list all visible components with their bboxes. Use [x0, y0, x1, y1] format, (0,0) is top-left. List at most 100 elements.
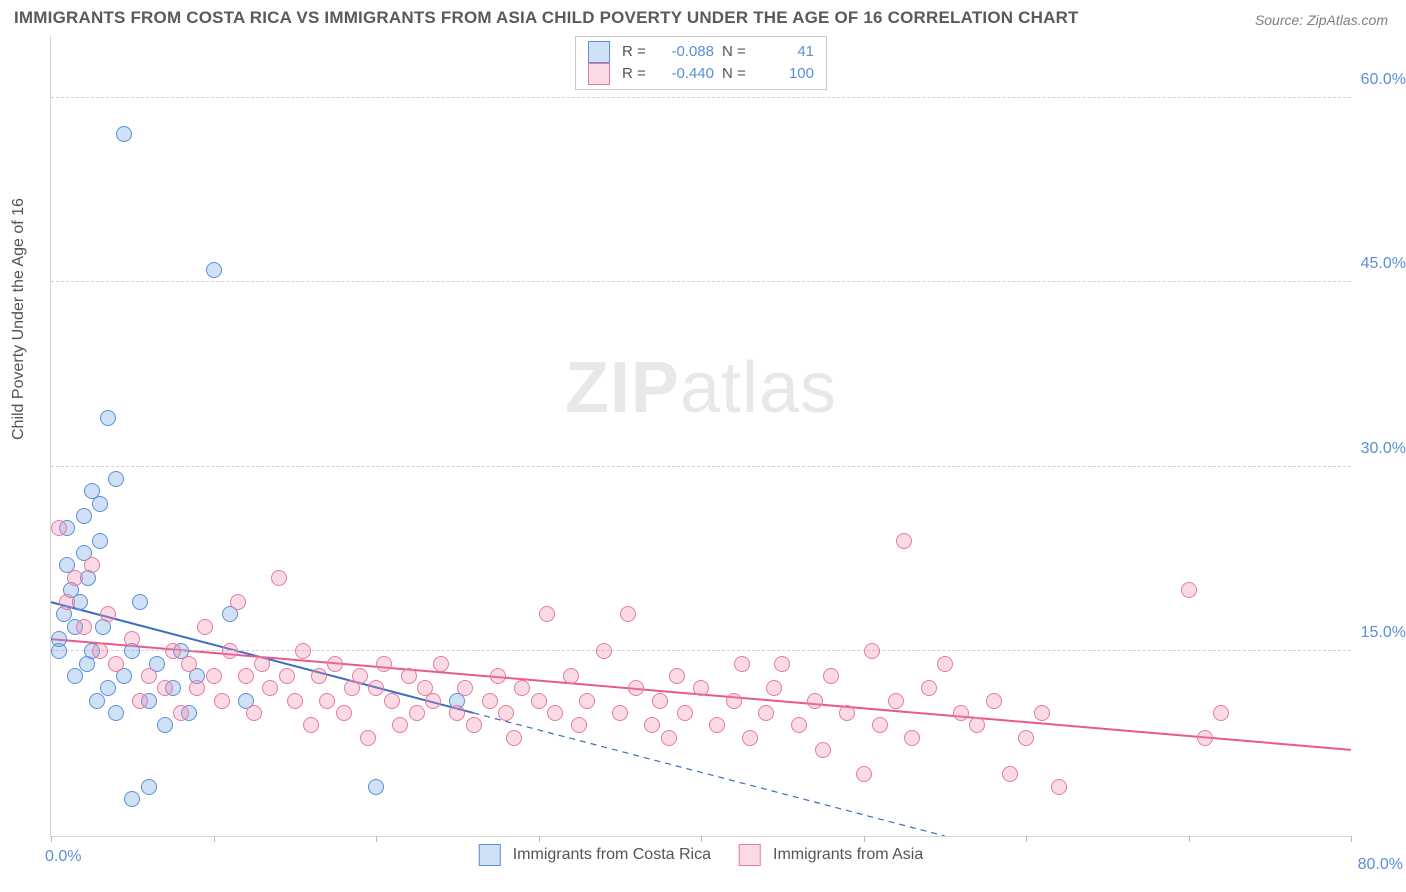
x-min-label: 0.0%: [45, 848, 81, 866]
data-point: [652, 693, 668, 709]
data-point: [89, 693, 105, 709]
data-point: [116, 126, 132, 142]
x-tick: [864, 836, 865, 842]
data-point: [709, 717, 725, 733]
data-point: [230, 594, 246, 610]
x-max-label: 80.0%: [1358, 856, 1403, 874]
correlation-legend: R =-0.088N =41R =-0.440N =100: [575, 36, 827, 90]
data-point: [92, 643, 108, 659]
data-point: [766, 680, 782, 696]
data-point: [539, 606, 555, 622]
data-point: [51, 520, 67, 536]
data-point: [132, 594, 148, 610]
y-tick-label: 60.0%: [1356, 71, 1406, 89]
data-point: [514, 680, 530, 696]
data-point: [726, 693, 742, 709]
series-legend-item: Immigrants from Costa Rica: [479, 844, 711, 866]
data-point: [92, 533, 108, 549]
data-point: [807, 693, 823, 709]
gridline: [51, 650, 1351, 651]
legend-n-value: 41: [754, 41, 814, 63]
data-point: [238, 668, 254, 684]
data-point: [823, 668, 839, 684]
data-point: [953, 705, 969, 721]
data-point: [864, 643, 880, 659]
data-point: [969, 717, 985, 733]
data-point: [409, 705, 425, 721]
data-point: [141, 668, 157, 684]
data-point: [986, 693, 1002, 709]
data-point: [547, 705, 563, 721]
data-point: [100, 410, 116, 426]
data-point: [531, 693, 547, 709]
series-legend-label: Immigrants from Asia: [773, 846, 923, 864]
data-point: [214, 693, 230, 709]
data-point: [896, 533, 912, 549]
data-point: [360, 730, 376, 746]
data-point: [100, 606, 116, 622]
legend-stat-label: R =: [622, 63, 646, 85]
data-point: [449, 705, 465, 721]
data-point: [815, 742, 831, 758]
x-tick: [51, 836, 52, 842]
series-legend: Immigrants from Costa Rica Immigrants fro…: [479, 844, 924, 866]
gridline: [51, 281, 1351, 282]
legend-swatch: [588, 41, 610, 63]
data-point: [76, 619, 92, 635]
legend-swatch: [479, 844, 501, 866]
data-point: [352, 668, 368, 684]
data-point: [677, 705, 693, 721]
data-point: [563, 668, 579, 684]
data-point: [506, 730, 522, 746]
data-point: [76, 508, 92, 524]
data-point: [197, 619, 213, 635]
x-tick: [1026, 836, 1027, 842]
data-point: [579, 693, 595, 709]
data-point: [457, 680, 473, 696]
data-point: [295, 643, 311, 659]
data-point: [734, 656, 750, 672]
x-tick: [1351, 836, 1352, 842]
gridline: [51, 466, 1351, 467]
scatter-plot: ZIPatlas R =-0.088N =41R =-0.440N =100 I…: [50, 36, 1351, 837]
data-point: [311, 668, 327, 684]
data-point: [774, 656, 790, 672]
watermark-text: ZIPatlas: [565, 347, 837, 429]
data-point: [758, 705, 774, 721]
data-point: [51, 631, 67, 647]
data-point: [206, 262, 222, 278]
data-point: [319, 693, 335, 709]
x-tick: [539, 836, 540, 842]
data-point: [181, 656, 197, 672]
data-point: [67, 570, 83, 586]
data-point: [596, 643, 612, 659]
data-point: [498, 705, 514, 721]
data-point: [401, 668, 417, 684]
data-point: [254, 656, 270, 672]
data-point: [189, 680, 205, 696]
data-point: [92, 496, 108, 512]
data-point: [246, 705, 262, 721]
data-point: [392, 717, 408, 733]
legend-swatch: [588, 63, 610, 85]
data-point: [108, 656, 124, 672]
legend-stat-label: N =: [722, 41, 746, 63]
data-point: [173, 705, 189, 721]
x-tick: [214, 836, 215, 842]
data-point: [327, 656, 343, 672]
data-point: [1034, 705, 1050, 721]
x-tick: [376, 836, 377, 842]
data-point: [287, 693, 303, 709]
data-point: [669, 668, 685, 684]
data-point: [222, 643, 238, 659]
gridline: [51, 97, 1351, 98]
series-legend-item: Immigrants from Asia: [739, 844, 923, 866]
data-point: [490, 668, 506, 684]
data-point: [644, 717, 660, 733]
x-tick: [701, 836, 702, 842]
legend-n-value: 100: [754, 63, 814, 85]
data-point: [1018, 730, 1034, 746]
legend-r-value: -0.440: [654, 63, 714, 85]
data-point: [368, 680, 384, 696]
data-point: [791, 717, 807, 733]
